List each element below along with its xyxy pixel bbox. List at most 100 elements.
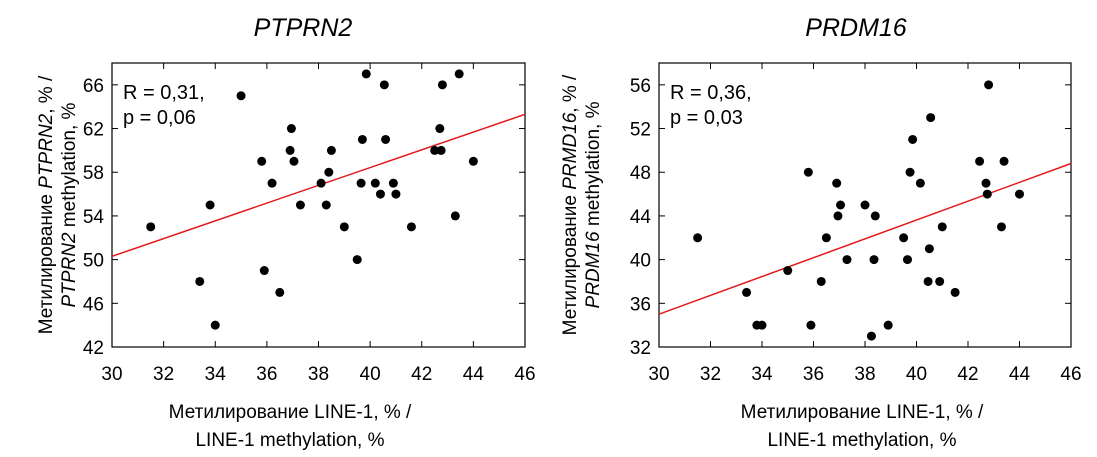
data-point [195,276,205,286]
data-point [866,331,876,341]
data-point [902,255,912,265]
x-tick-label: 42 [411,364,432,385]
chart-ptprn2: PTPRN2 30 32 34 36 38 40 42 44 4642465054586266 … [36,14,536,451]
y-tick-label: 46 [83,294,104,315]
data-point [436,145,446,155]
y-axis-label-line1-gene: PRMD16 [560,112,581,190]
x-tick-label: 44 [463,364,485,385]
data-point [275,287,285,297]
x-axis-label-line2: LINE-1 methylation, % [767,430,956,451]
data-point [984,80,994,90]
data-point [375,189,385,199]
x-tick-label: 46 [1060,364,1081,385]
data-point [379,80,389,90]
data-point [926,113,936,123]
y-axis-label-line2-suffix: methylation, % [583,101,604,231]
data-point [923,276,933,286]
y-tick-label: 42 [83,338,104,359]
chart-title: PTPRN2 [254,14,353,42]
y-tick-label: 48 [630,163,651,184]
plot-area: 30 32 34 36 38 40 42 44 46 42 46 50 54 58 62 66 [83,62,536,385]
data-point [908,134,918,144]
data-point [982,189,992,199]
x-tick-label: 36 [803,364,824,385]
data-point [937,222,947,232]
x-tick-label: 34 [205,364,227,385]
x-tick-label: 42 [957,364,978,385]
data-point [388,178,398,188]
data-point [803,167,813,177]
data-point [693,233,703,243]
y-axis-label: Метилирование PRMD16, % / [560,74,581,335]
x-tick-label: 40 [906,364,927,385]
y-tick-label: 52 [630,120,651,141]
x-tick-label: 40 [360,364,381,385]
data-point [836,200,846,210]
y-tick-label: 50 [83,251,104,272]
y-axis-label-line1-gene: PTPRN2 [36,113,57,188]
data-point [996,222,1006,232]
data-point [267,178,277,188]
x-tick-label: 30 [101,364,122,385]
y-tick-label: 66 [83,76,104,97]
y-axis-label-line2: PTPRN2 methylation, % [59,102,80,307]
x-tick-label: 34 [751,364,773,385]
data-point [905,167,915,177]
y-axis-label: Метилирование PTPRN2, % / [36,75,57,334]
x-tick-label: 38 [854,364,875,385]
data-point [842,255,852,265]
data-point [999,156,1009,166]
data-point [437,80,447,90]
data-point [915,178,925,188]
data-point [899,233,909,243]
y-axis-label-line2-gene: PRDM16 [583,231,604,309]
data-point [975,156,985,166]
data-point [361,69,371,79]
data-point [950,287,960,297]
data-point [285,145,295,155]
x-tick-label: 38 [308,364,329,385]
x-axis-label-line1: Метилирование LINE-1, % / [169,402,412,423]
data-point [833,211,843,221]
data-point [806,320,816,330]
data-point [357,134,367,144]
data-point [454,69,464,79]
data-point [391,189,401,199]
data-point [321,200,331,210]
x-axis-label-line2: LINE-1 methylation, % [195,430,384,451]
regression-line [658,162,1072,315]
y-tick-label: 54 [83,207,105,228]
plot-frame [111,62,526,348]
chart-title: PRDM16 [805,14,907,42]
data-point [324,167,334,177]
y-axis-label-line1-prefix: Метилирование [36,189,57,335]
data-point [381,134,391,144]
data-point [286,124,296,134]
annotation-r: R = 0,36, [670,82,752,104]
data-point [146,222,156,232]
data-point [435,124,445,134]
data-point [430,145,440,155]
annotation-p: p = 0,06 [123,107,196,129]
data-point [205,200,215,210]
data-point [468,156,478,166]
x-tick-label: 32 [153,364,174,385]
data-point [832,178,842,188]
data-point [236,91,246,101]
x-tick-label: 30 [648,364,669,385]
data-point [257,156,267,166]
x-axis-label-line1: Метилирование LINE-1, % / [741,402,984,423]
y-tick-label: 58 [83,163,104,184]
x-tick-label: 44 [1009,364,1031,385]
data-point [860,200,870,210]
y-tick-label: 40 [630,251,651,272]
y-tick-label: 36 [630,294,651,315]
data-point [326,145,336,155]
x-tick-label: 46 [514,364,535,385]
y-tick-label: 44 [630,207,652,228]
data-point [1015,189,1024,199]
data-point [757,320,767,330]
data-point [821,233,831,243]
annotation-r: R = 0,31, [123,82,205,104]
